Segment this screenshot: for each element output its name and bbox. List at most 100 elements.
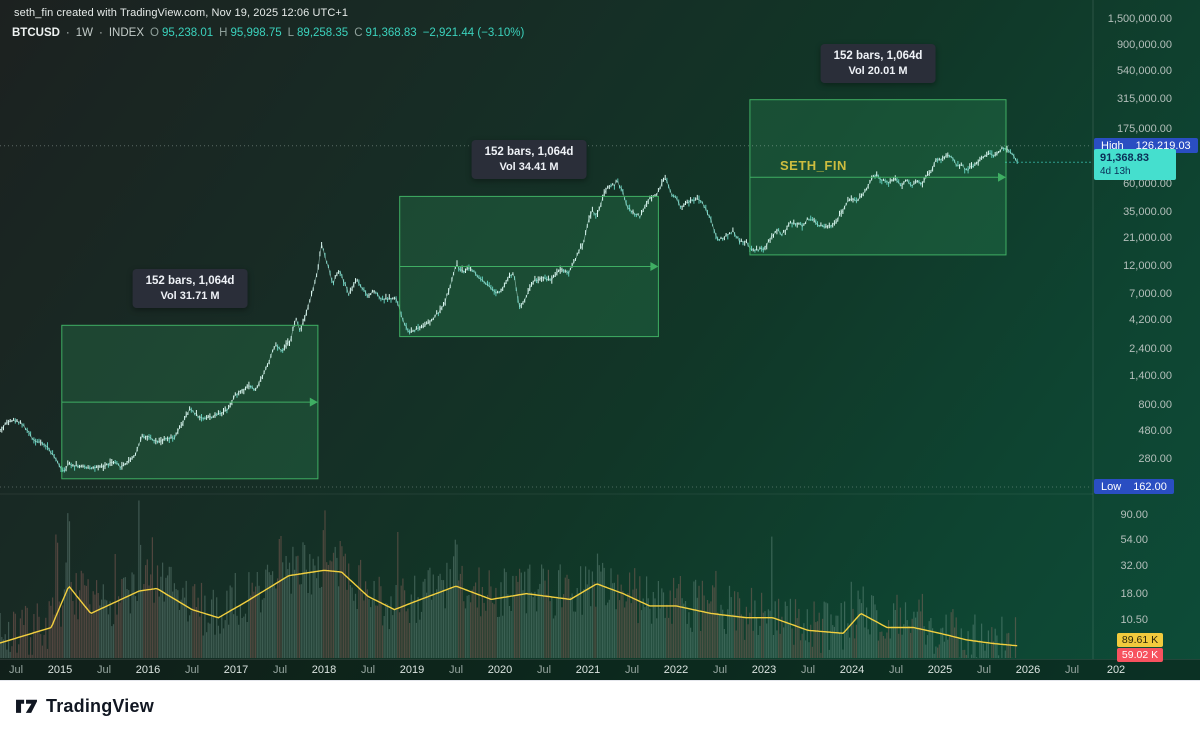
last-price-value: 91,368.83: [1100, 152, 1149, 164]
volume-axis-label: 54.00: [1120, 534, 1148, 546]
price-axis-label: 4,200.00: [1129, 314, 1172, 326]
measurement-bars-text: 152 bars, 1,064d: [484, 146, 574, 158]
time-axis-label: Jul: [448, 664, 464, 676]
price-axis-label: 12,000.00: [1123, 260, 1172, 272]
price-axis-label: 800.00: [1138, 399, 1172, 411]
time-axis-label: Jul: [360, 664, 376, 676]
volume-ma-line: [0, 569, 1018, 647]
time-axis-label: Jul: [1064, 664, 1080, 676]
attribution-text: seth_fin created with TradingView.com, N…: [14, 7, 349, 19]
time-axis-label: 2024: [839, 664, 865, 676]
time-axis-label: 2026: [1015, 664, 1041, 676]
measurement-tooltip[interactable]: 152 bars, 1,064d Vol 34.41 M: [471, 140, 587, 179]
ohlc-close: C 91,368.83: [354, 27, 416, 39]
price-axis-label: 2,400.00: [1129, 343, 1172, 355]
low-badge-value: 162.00: [1133, 480, 1167, 493]
measurement-volume-text: Vol 20.01 M: [848, 65, 908, 77]
time-axis-label: Jul: [888, 664, 904, 676]
price-change: −2,921.44 (−3.10%): [422, 27, 525, 39]
price-axis-label: 540,000.00: [1116, 65, 1172, 77]
price-axis-label: 280.00: [1138, 453, 1172, 465]
close-value: 91,368.83: [365, 27, 417, 39]
watermark-label: SETH_FIN: [780, 158, 847, 173]
separator-dot: ·: [65, 27, 70, 39]
time-axis-label: 2022: [663, 664, 689, 676]
price-axis-label: 7,000.00: [1129, 288, 1172, 300]
measurement-volume-text: Vol 34.41 M: [499, 161, 559, 173]
arrow-right-icon: [309, 397, 318, 407]
low-label: L: [287, 27, 295, 39]
measurement-tooltip[interactable]: 152 bars, 1,064d Vol 20.01 M: [820, 44, 936, 83]
time-axis-label: Jul: [976, 664, 992, 676]
time-axis-label: 2023: [751, 664, 777, 676]
close-label: C: [354, 27, 363, 39]
ohlc-high: H 95,998.75: [219, 27, 281, 39]
volume-badge: 59.02 K: [1117, 648, 1163, 662]
low-price-badge: Low 162.00: [1094, 479, 1174, 494]
price-axis-label: 1,500,000.00: [1107, 13, 1172, 25]
symbol-name[interactable]: BTCUSD: [12, 27, 60, 39]
measurement-bars-text: 152 bars, 1,064d: [833, 50, 923, 62]
time-axis-label: Jul: [8, 664, 24, 676]
open-value: 95,238.01: [161, 27, 214, 39]
time-axis-label: 2020: [487, 664, 513, 676]
bar-countdown: 4d 13h: [1100, 166, 1131, 178]
volume-axis-label: 18.00: [1120, 588, 1148, 600]
symbol-header: BTCUSD · 1W · INDEX O 95,238.01 H 95,998.7…: [12, 27, 524, 39]
separator-dot: ·: [99, 27, 103, 39]
volume-axis-label: 10.50: [1120, 614, 1148, 626]
measurement-volume-text: Vol 31.71 M: [160, 290, 220, 302]
ohlc-open: O 95,238.01: [150, 27, 213, 39]
time-axis-label: 2021: [575, 664, 601, 676]
time-axis-label: Jul: [184, 664, 200, 676]
chart-canvas: seth_fin created with TradingView.com, N…: [0, 0, 1200, 680]
time-axis-label: 2018: [311, 664, 337, 676]
time-axis-label: 2017: [223, 664, 249, 676]
close-price-line: [0, 147, 1018, 472]
price-chart[interactable]: [0, 0, 1200, 680]
time-axis-label: 2025: [927, 664, 953, 676]
volume-histogram: [0, 500, 1017, 658]
high-label: H: [219, 27, 228, 39]
volume-axis-label: 90.00: [1120, 509, 1148, 521]
low-badge-label: Low: [1101, 480, 1122, 493]
time-axis-label: 2016: [135, 664, 161, 676]
price-axis-label: 480.00: [1138, 425, 1172, 437]
footer-bar: TradingView: [0, 680, 1200, 731]
time-axis-label: Jul: [800, 664, 816, 676]
symbol-exchange: INDEX: [108, 27, 145, 39]
measurement-tooltip[interactable]: 152 bars, 1,064d Vol 31.71 M: [132, 269, 248, 308]
price-axis-label: 900,000.00: [1116, 39, 1172, 51]
time-axis-label: Jul: [536, 664, 552, 676]
last-price-badge: 91,368.83 4d 13h: [1094, 149, 1176, 181]
time-axis[interactable]: Jul 2015 Jul 2016 Jul 2017 Jul 2018 Jul 2019 Jul 20…: [0, 659, 1200, 680]
price-axis-label: 35,000.00: [1123, 206, 1172, 218]
arrow-right-icon: [650, 262, 659, 271]
price-axis-label: 1,400.00: [1129, 370, 1172, 382]
price-axis-label: 60,000.00: [1123, 178, 1172, 190]
volume-ma-badge: 89.61 K: [1117, 633, 1163, 647]
time-axis-label: 2019: [399, 664, 425, 676]
price-axis[interactable]: 1,500,000.00 900,000.00 540,000.00 315,000.…: [1093, 0, 1200, 659]
low-value: 89,258.35: [297, 27, 349, 39]
symbol-interval[interactable]: 1W: [75, 27, 94, 39]
price-axis-label: 175,000.00: [1116, 123, 1172, 135]
arrow-right-icon: [998, 172, 1006, 182]
price-axis-label: 315,000.00: [1116, 93, 1172, 105]
tradingview-logo-icon[interactable]: [14, 696, 39, 716]
time-axis-label: 202: [1106, 664, 1126, 676]
time-axis-label: Jul: [624, 664, 640, 676]
open-label: O: [150, 27, 159, 39]
ohlc-low: L 89,258.35: [288, 27, 349, 39]
measurement-bars-text: 152 bars, 1,064d: [145, 275, 235, 287]
time-axis-label: Jul: [96, 664, 112, 676]
high-value: 95,998.75: [230, 27, 282, 39]
time-axis-label: 2015: [47, 664, 73, 676]
high-badge-value: 126,219.03: [1135, 139, 1191, 152]
high-badge-label: High: [1101, 139, 1124, 152]
measurement-boxes-border[interactable]: [61, 99, 1007, 480]
brand-name[interactable]: TradingView: [46, 695, 154, 716]
time-axis-label: Jul: [272, 664, 288, 676]
volume-axis-label: 32.00: [1120, 560, 1148, 572]
